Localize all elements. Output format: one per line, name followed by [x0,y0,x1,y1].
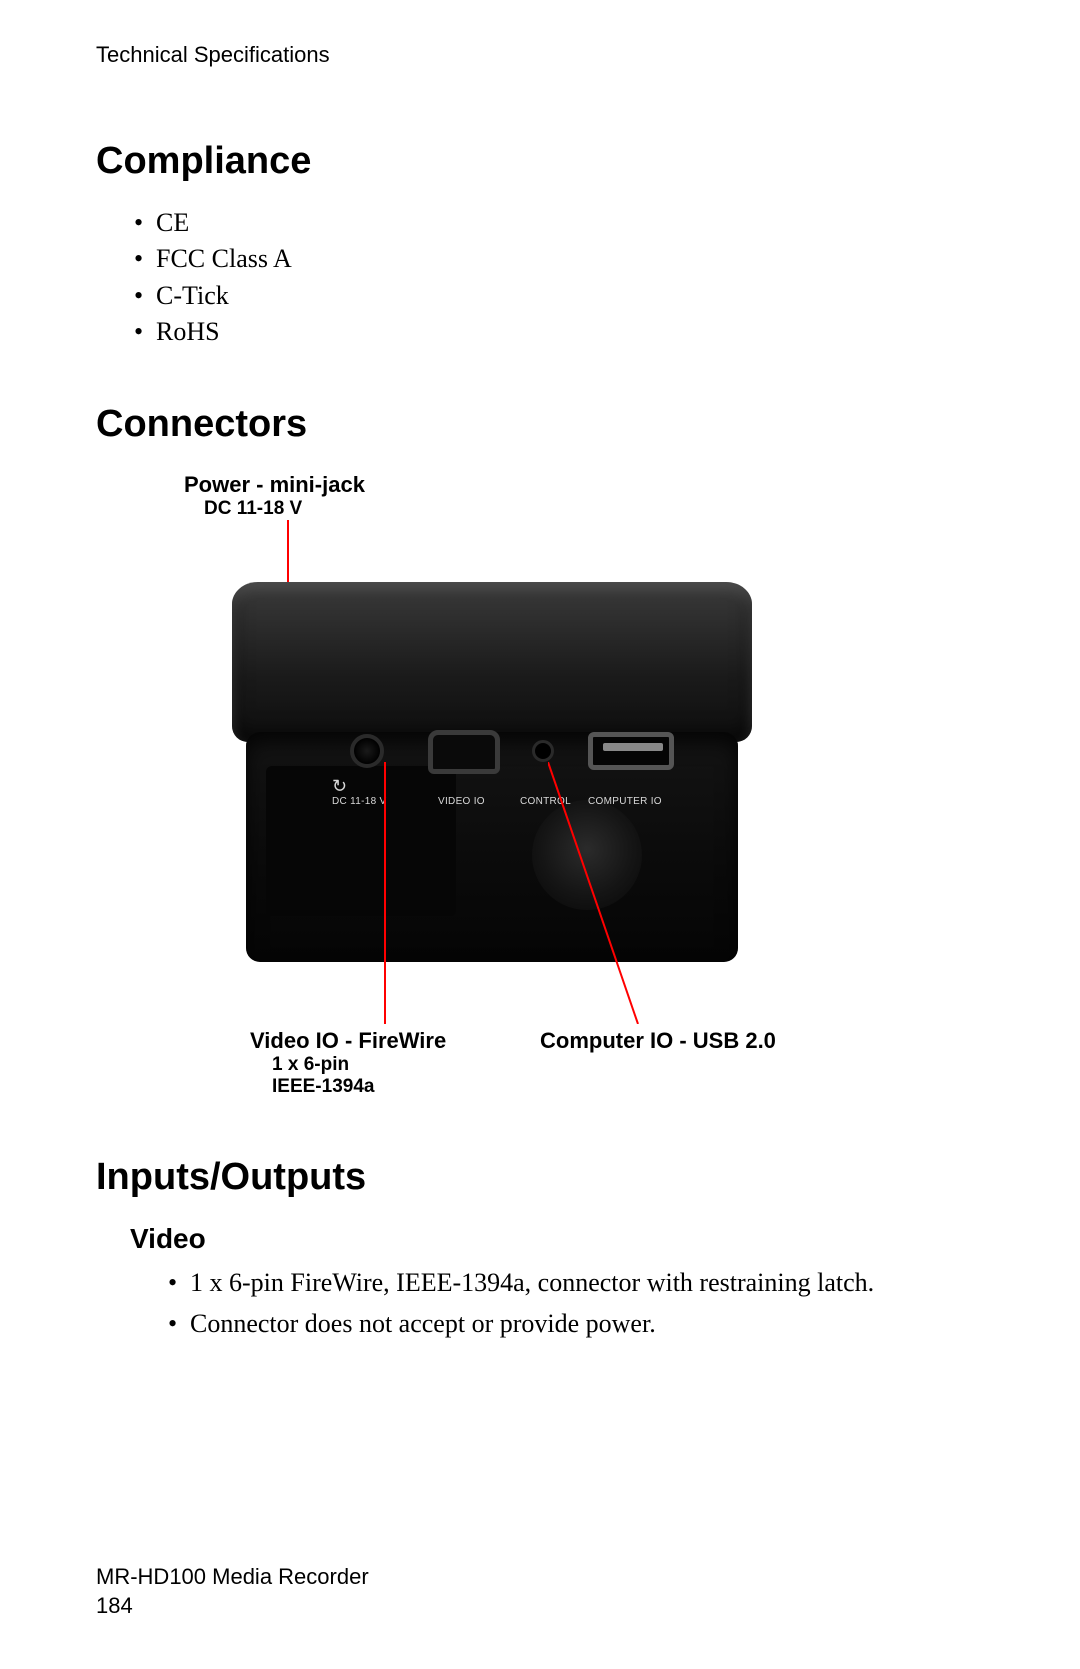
port-label-video: VIDEO IO [438,796,485,807]
label-computer-main: Computer IO - USB 2.0 [540,1028,776,1054]
device-top-face [232,582,752,742]
label-video-main: Video IO - FireWire [250,1028,446,1054]
list-item: C-Tick [156,278,984,314]
label-video-io: Video IO - FireWire 1 x 6-pin IEEE-1394a [250,1028,446,1098]
list-item: RoHS [156,314,984,350]
label-video-sub2: IEEE-1394a [272,1076,446,1098]
connectors-diagram: Power - mini-jack DC 11-18 V ↻ DC 11-18 … [152,472,912,1112]
list-item: 1 x 6-pin FireWire, IEEE-1394a, connecto… [190,1265,984,1300]
compliance-list: CE FCC Class A C-Tick RoHS [96,205,984,351]
port-firewire [428,730,500,774]
port-power-jack [350,734,384,768]
video-list: 1 x 6-pin FireWire, IEEE-1394a, connecto… [96,1265,984,1341]
heading-compliance: Compliance [96,140,984,183]
heading-video: Video [130,1223,984,1255]
label-power-main: Power - mini-jack [184,472,365,498]
page-footer: MR-HD100 Media Recorder 184 [96,1562,369,1621]
label-computer-io: Computer IO - USB 2.0 [540,1028,776,1054]
callout-line-computer [548,762,728,1024]
power-arrow-icon: ↻ [332,776,347,797]
list-item: Connector does not accept or provide pow… [190,1306,984,1341]
page-header: Technical Specifications [96,42,984,68]
usb-inner [603,743,663,751]
label-power: Power - mini-jack DC 11-18 V [184,472,365,520]
heading-inputs-outputs: Inputs/Outputs [96,1156,984,1199]
footer-page-number: 184 [96,1591,369,1621]
label-video-sub1: 1 x 6-pin [272,1054,446,1076]
heading-connectors: Connectors [96,403,984,446]
callout-line-video [384,762,386,1024]
label-power-sub: DC 11-18 V [204,498,365,520]
footer-product: MR-HD100 Media Recorder [96,1562,369,1592]
port-control [532,740,554,762]
list-item: CE [156,205,984,241]
device-screen [266,766,456,916]
port-label-dc: DC 11-18 V [332,796,387,807]
list-item: FCC Class A [156,241,984,277]
